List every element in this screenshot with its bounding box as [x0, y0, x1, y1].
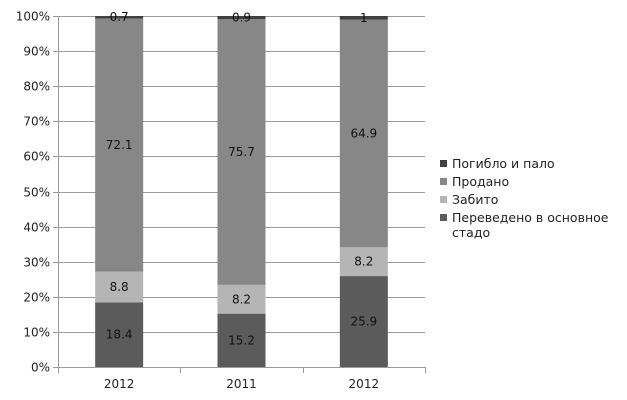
legend-item-sold: Продано	[440, 174, 625, 189]
bar-segment	[217, 19, 266, 285]
bar-segment	[95, 271, 144, 303]
data-label: 8.2	[232, 292, 251, 306]
y-tick-label: 30%	[23, 256, 50, 270]
bar-segment	[217, 16, 266, 20]
legend-item-perished: Погибло и пало	[440, 156, 625, 171]
y-tick-label: 70%	[23, 115, 50, 129]
y-tick-label: 100%	[16, 10, 50, 24]
legend-swatch-slaughtered	[440, 196, 447, 203]
legend-label-sold: Продано	[452, 174, 510, 189]
bar-segment	[339, 16, 388, 20]
data-label: 8.8	[110, 280, 129, 294]
x-tick-label: 2012	[104, 377, 135, 391]
legend-swatch-transferred	[440, 214, 447, 221]
y-tick-label: 50%	[23, 186, 50, 200]
y-tick-label: 0%	[31, 361, 50, 375]
bar-segment	[339, 276, 388, 367]
bar-segment	[95, 18, 144, 272]
data-label: 72.1	[106, 138, 133, 152]
y-tick-label: 20%	[23, 291, 50, 305]
y-tick-label: 40%	[23, 221, 50, 235]
bar-segment	[217, 284, 266, 314]
data-label: 64.9	[350, 126, 377, 140]
data-label: 18.4	[106, 328, 133, 342]
legend-label-transferred: Переведено в основное стадо	[452, 210, 609, 240]
data-label: 25.9	[350, 315, 377, 329]
data-label: 8.2	[354, 255, 373, 269]
legend-swatch-perished	[440, 160, 447, 167]
legend-label-perished: Погибло и пало	[452, 156, 555, 171]
y-tick-label: 60%	[23, 150, 50, 164]
y-tick-label: 10%	[23, 326, 50, 340]
data-label: 1	[360, 11, 368, 25]
legend: Погибло и пало Продано Забито Переведено…	[440, 156, 625, 243]
y-tick-label: 80%	[23, 80, 50, 94]
bar-segment	[339, 19, 388, 248]
bar-segment	[95, 302, 144, 367]
x-tick-label: 2011	[226, 377, 257, 391]
bar-segment	[217, 313, 266, 367]
legend-item-slaughtered: Забито	[440, 192, 625, 207]
legend-item-transferred: Переведено в основное стадо	[440, 210, 625, 240]
y-tick-label: 90%	[23, 45, 50, 59]
bar-segment	[339, 247, 388, 277]
data-label: 0.9	[232, 11, 251, 25]
bar-segment	[95, 16, 144, 19]
legend-label-slaughtered: Забито	[452, 192, 499, 207]
data-label: 15.2	[228, 333, 255, 347]
data-label: 0.7	[110, 10, 129, 24]
legend-swatch-sold	[440, 178, 447, 185]
x-tick-label: 2012	[349, 377, 380, 391]
data-label: 75.7	[228, 145, 255, 159]
